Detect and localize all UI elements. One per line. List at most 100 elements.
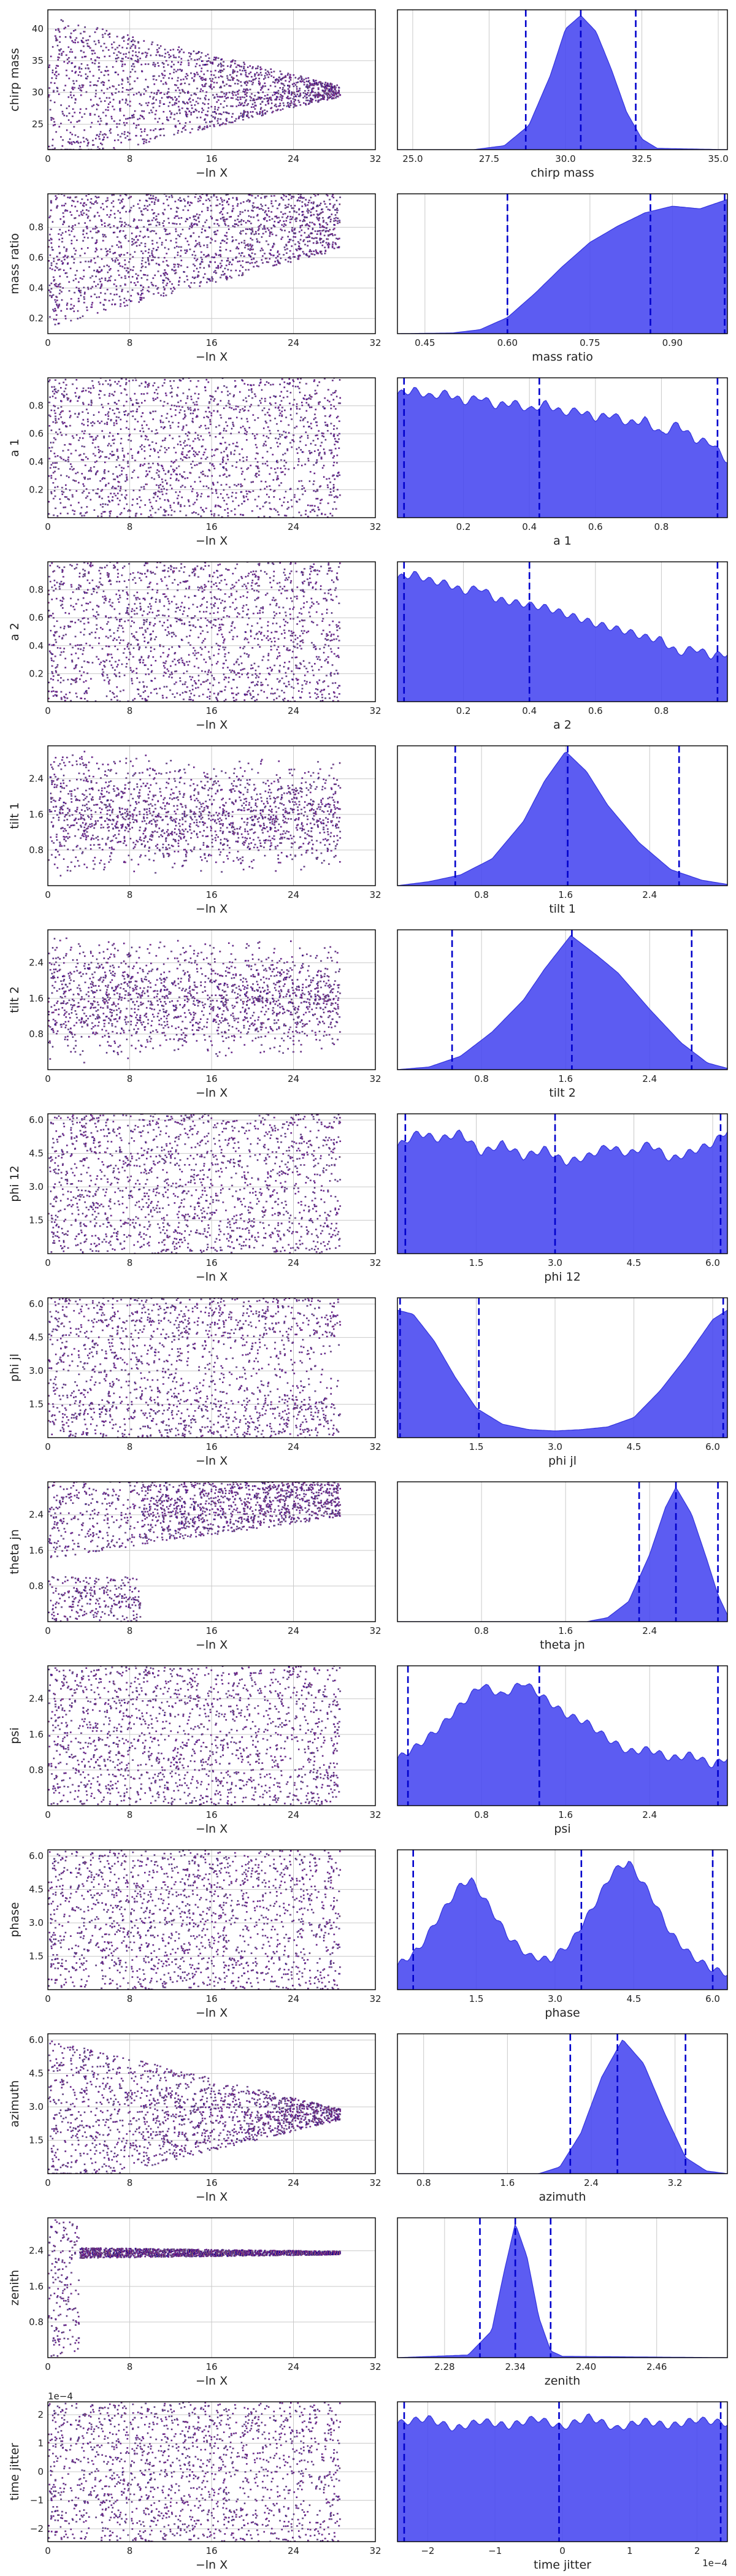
trace-sample [115,257,118,259]
trace-sample [213,256,216,258]
trace-sample [51,386,53,388]
trace-sample [260,203,262,205]
trace-sample [248,220,251,223]
trace-sample [163,77,164,79]
trace-sample [115,288,118,291]
trace-sample [104,100,106,102]
trace-sample [195,244,197,247]
trace-sample [211,448,213,451]
trace-sample [79,289,81,292]
trace-sample [171,488,173,489]
trace-sample [135,284,137,286]
trace-sample [79,316,82,319]
trace-sample [219,475,221,477]
trace-sample [209,226,211,229]
trace-sample [267,100,270,102]
trace-sample [134,459,136,462]
trace-sample [228,475,230,477]
trace-sample [220,484,223,486]
trace-sample [194,276,196,278]
trace-sample [310,423,312,424]
trace-sample [83,113,86,115]
trace-sample [121,198,124,201]
trace-sample [228,224,229,227]
trace-sample [308,256,310,258]
trace-sample [307,208,309,210]
trace-sample [85,73,87,75]
trace-sample [90,207,91,209]
trace-sample [148,470,151,473]
trace-sample [286,206,288,209]
trace-sample [50,429,53,431]
trace-sample [243,500,246,502]
trace-sample [177,61,180,63]
trace-sample [293,256,294,258]
trace-sample [138,47,140,49]
trace-sample [324,90,326,93]
trace-sample [49,254,52,256]
trace-sample [123,121,125,124]
trace-sample [326,194,328,196]
trace-sample [293,103,295,105]
trace-sample [201,493,203,495]
trace-sample [318,218,320,220]
trace-sample [236,461,238,463]
trace-sample [233,453,236,456]
trace-sample [80,75,82,77]
trace-sample [138,91,140,93]
trace-sample [87,39,90,41]
trace-sample [305,383,307,385]
trace-sample [194,455,196,458]
trace-sample [270,384,272,386]
trace-sample [286,390,288,393]
trace-sample [334,214,337,216]
trace-sample [197,126,200,129]
trace-sample [281,73,283,75]
trace-sample [294,232,296,234]
trace-sample [96,27,99,29]
trace-sample [113,283,115,285]
trace-sample [96,134,98,136]
trace-sample [327,238,329,240]
trace-sample [137,227,139,229]
x-tick-label: 24 [288,337,299,348]
trace-sample [219,212,221,214]
trace-sample [104,477,106,480]
trace-sample [163,292,165,294]
trace-sample [329,481,331,483]
trace-sample [167,105,170,107]
trace-sample [158,221,161,224]
trace-sample [98,296,100,298]
trace-sample [167,514,170,516]
trace-sample [199,199,201,202]
trace-sample [186,78,188,80]
trace-sample [268,414,270,416]
trace-sample [107,280,109,282]
trace-sample [296,93,299,96]
trace-sample [121,221,123,223]
trace-sample [66,308,68,310]
trace-sample [98,393,100,396]
trace-sample [53,389,56,391]
trace-sample [163,202,165,205]
trace-sample [153,399,155,402]
trace-sample [186,115,188,118]
trace-sample [237,405,239,408]
trace-sample [132,269,134,271]
trace-sample [193,402,194,404]
trace-sample [71,96,73,99]
trace-sample [55,397,57,399]
trace-sample [140,250,142,252]
trace-sample [89,47,91,49]
trace-sample [137,203,139,205]
trace-sample [51,447,53,448]
trace-sample [320,251,321,254]
trace-sample [134,59,137,62]
trace-sample [187,407,189,408]
trace-sample [258,266,259,267]
trace-sample [300,75,302,77]
trace-sample [302,419,304,421]
trace-sample [303,81,305,83]
trace-sample [139,489,140,491]
trace-sample [317,101,319,103]
